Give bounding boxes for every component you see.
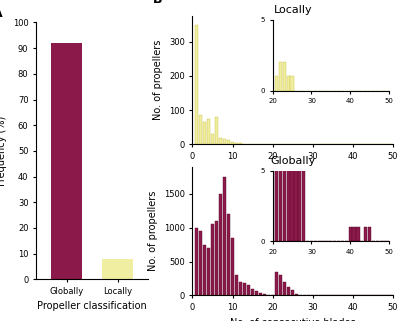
- Bar: [215, 221, 218, 295]
- Bar: [235, 143, 238, 144]
- Bar: [279, 275, 282, 295]
- Bar: [263, 294, 266, 295]
- Bar: [51, 43, 82, 279]
- Title: Globally: Globally: [270, 156, 315, 166]
- Bar: [295, 294, 298, 295]
- X-axis label: Propeller classification: Propeller classification: [37, 301, 147, 311]
- Bar: [255, 291, 258, 295]
- Y-axis label: Frequency (%): Frequency (%): [0, 116, 7, 186]
- Bar: [219, 194, 222, 295]
- Bar: [227, 140, 230, 144]
- Text: A: A: [0, 7, 3, 20]
- Bar: [211, 134, 214, 144]
- Bar: [251, 289, 254, 295]
- Bar: [243, 283, 246, 295]
- Bar: [283, 282, 286, 295]
- Bar: [203, 122, 206, 144]
- Bar: [291, 290, 294, 295]
- Y-axis label: No. of propellers: No. of propellers: [148, 191, 158, 271]
- Bar: [231, 238, 234, 295]
- Bar: [207, 119, 210, 144]
- Bar: [231, 142, 234, 144]
- Bar: [223, 177, 226, 295]
- Bar: [275, 272, 278, 295]
- Bar: [215, 117, 218, 144]
- Bar: [211, 224, 214, 295]
- Bar: [227, 214, 230, 295]
- Y-axis label: No. of propellers: No. of propellers: [154, 40, 164, 120]
- Bar: [102, 259, 133, 279]
- Title: Locally: Locally: [273, 5, 312, 15]
- Bar: [259, 293, 262, 295]
- Bar: [219, 138, 222, 144]
- X-axis label: No. of consecutive blades: No. of consecutive blades: [230, 317, 356, 321]
- Bar: [239, 143, 242, 144]
- Bar: [199, 115, 202, 144]
- Bar: [287, 287, 290, 295]
- Bar: [223, 139, 226, 144]
- Bar: [203, 245, 206, 295]
- Bar: [235, 275, 238, 295]
- Text: B: B: [152, 0, 162, 6]
- Bar: [195, 228, 198, 295]
- Bar: [195, 25, 198, 144]
- Bar: [247, 284, 250, 295]
- Bar: [199, 231, 202, 295]
- Bar: [239, 282, 242, 295]
- Bar: [207, 248, 210, 295]
